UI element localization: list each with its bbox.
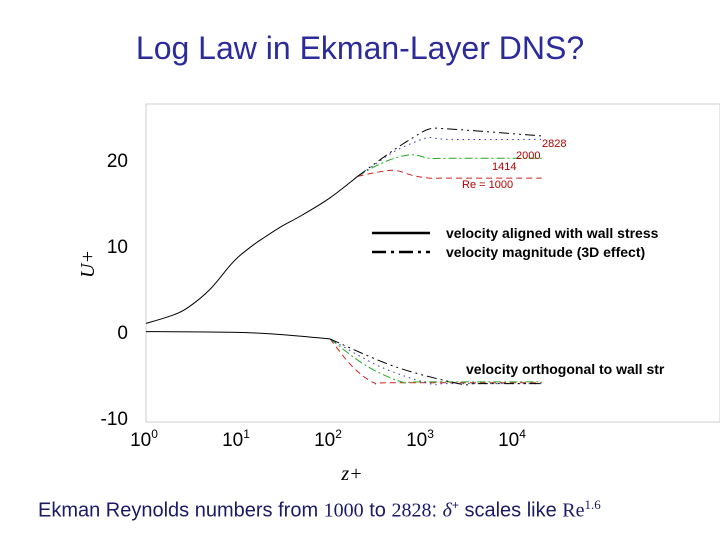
common-orthogonal-curve [145, 331, 331, 340]
series-orthogonal-re-2828 [329, 338, 542, 386]
caption-text-1: Ekman Reynolds numbers from [38, 499, 324, 522]
series-aligned-re-1414 [357, 154, 542, 177]
caption-delta-plus: + [451, 498, 459, 512]
caption: Ekman Reynolds numbers from 1000 to 2828… [38, 497, 601, 523]
y-tick-label: -10 [101, 409, 128, 430]
caption-text-3: : [431, 499, 443, 522]
x-tick-label: 103 [406, 427, 434, 451]
curves [145, 127, 542, 386]
re-label: 2000 [516, 150, 540, 162]
y-axis-label: U+ [77, 250, 99, 278]
y-tick-label: 0 [117, 323, 128, 344]
x-tick-label: 104 [498, 427, 526, 451]
legend: velocity aligned with wall stress veloci… [372, 225, 659, 260]
caption-re-high: 2828 [391, 499, 432, 522]
caption-re-symbol: Re [562, 499, 585, 522]
re-label: 1414 [492, 161, 516, 173]
series-aligned-re-2828 [357, 127, 542, 177]
slide-title: Log Law in Ekman-Layer DNS? [135, 30, 585, 66]
orthogonal-annotation: velocity orthogonal to wall str [466, 361, 665, 377]
plot-area [145, 103, 720, 423]
x-tick-label: 102 [314, 427, 342, 451]
common-aligned-curve [145, 175, 359, 324]
legend-label-magnitude: velocity magnitude (3D effect) [446, 244, 645, 260]
x-tick-label: 100 [130, 427, 158, 451]
x-axis-label: z+ [340, 463, 362, 485]
caption-delta-symbol: δ [442, 499, 452, 522]
legend-label-aligned: velocity aligned with wall stress [446, 225, 659, 241]
x-ticks: 100 101 102 103 104 [130, 427, 526, 451]
caption-text-4: scales like [458, 499, 563, 522]
y-tick-label: 10 [107, 237, 128, 258]
series-orthogonal-re-1000 [329, 338, 542, 385]
y-ticks: 20 10 0 -10 [101, 151, 128, 430]
re-label: 2828 [542, 138, 566, 150]
re-label: Re = 1000 [462, 179, 513, 191]
x-tick-label: 101 [222, 427, 250, 451]
caption-text-2: to [363, 499, 392, 522]
caption-re-low: 1000 [323, 499, 364, 522]
y-tick-label: 20 [107, 151, 128, 172]
caption-exponent: 1.6 [584, 497, 601, 512]
series-orthogonal-re-1414 [329, 338, 542, 384]
